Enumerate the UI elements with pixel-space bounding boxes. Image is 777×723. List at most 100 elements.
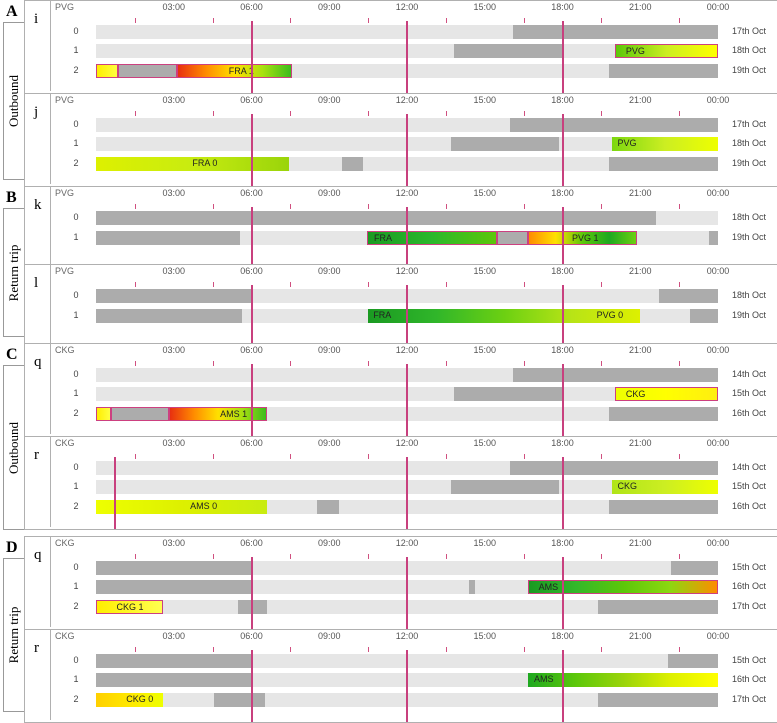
flight-segment[interactable]: PVG — [612, 137, 718, 151]
flight-segment[interactable]: FRA PVG 0 — [367, 309, 641, 323]
half-tick-mark — [523, 554, 525, 559]
half-tick-mark — [212, 647, 214, 652]
unavailable-segment — [609, 407, 718, 421]
row-number: 2 — [73, 65, 79, 75]
unavailable-segment — [597, 600, 718, 614]
flight-segment[interactable]: PVG 1 — [528, 231, 638, 245]
row-date: 17th Oct — [732, 601, 767, 611]
flight-segment[interactable]: CKG 1 — [96, 600, 164, 614]
time-marker-line — [406, 21, 408, 93]
half-tick-mark — [523, 647, 525, 652]
segment-label: PVG — [625, 46, 645, 56]
row-date: 14th Oct — [732, 462, 767, 472]
flight-segment[interactable]: AMS 1 — [169, 407, 268, 421]
unavailable-segment — [671, 561, 718, 575]
time-marker-line — [406, 557, 408, 629]
row-number: 0 — [73, 212, 79, 222]
half-tick-mark — [601, 647, 603, 652]
half-tick-mark — [212, 454, 214, 459]
panel-label: r — [25, 630, 51, 720]
hour-tick-label: 15:00 — [473, 438, 497, 448]
hour-tick-label: 03:00 — [162, 538, 186, 548]
half-tick-mark — [523, 361, 525, 366]
half-tick-mark — [601, 361, 603, 366]
flight-segment[interactable]: FRA 1 — [176, 64, 292, 78]
flight-segment[interactable]: AMS — [528, 580, 718, 594]
timeline-panel: r CKG 03:00 06:00 09:00 12:00 15:00 18:00 21:00 0… — [24, 436, 777, 530]
half-tick-mark — [212, 554, 214, 559]
timeline-chart: PVG 03:00 06:00 09:00 12:00 15:00 18:00 21:00 00… — [51, 187, 777, 279]
hour-tick-label: 21:00 — [628, 95, 652, 105]
half-tick-mark — [601, 111, 603, 116]
unavailable-segment — [509, 118, 718, 132]
segment-label: CKG — [625, 389, 646, 399]
hour-tick-label: 09:00 — [317, 631, 341, 641]
row-date: 18th Oct — [732, 212, 767, 222]
flight-segment[interactable]: FRA — [366, 231, 498, 245]
row-number: 0 — [73, 119, 79, 129]
flight-segment[interactable]: PVG — [614, 44, 718, 58]
time-marker-line — [250, 364, 253, 436]
row-date: 17th Oct — [732, 694, 767, 704]
segment-label: FRA — [373, 310, 392, 320]
flight-segment[interactable]: CKG — [612, 480, 718, 494]
row-date: 15th Oct — [732, 655, 767, 665]
flight-segment[interactable]: AMS — [528, 673, 718, 687]
timeline-chart: CKG 03:00 06:00 09:00 12:00 15:00 18:00 21:00 00… — [51, 344, 777, 436]
half-tick-mark — [601, 282, 603, 287]
time-marker-line — [406, 285, 408, 357]
hour-tick-label: 03:00 — [162, 2, 186, 12]
row-number: 0 — [73, 562, 79, 572]
unavailable-segment — [708, 231, 718, 245]
segment-label: AMS 0 — [190, 501, 218, 511]
segment-label: FRA 0 — [192, 158, 218, 168]
half-tick-mark — [290, 454, 292, 459]
flight-segment[interactable]: CKG 0 — [96, 693, 164, 707]
hour-tick-label: 21:00 — [628, 266, 652, 276]
half-tick-mark — [445, 647, 447, 652]
panel-label-text: q — [34, 547, 42, 563]
unavailable-segment — [690, 309, 718, 323]
row-date: 19th Oct — [732, 158, 767, 168]
segment-label: PVG 1 — [572, 233, 599, 243]
hour-tick-label: 00:00 — [706, 95, 730, 105]
half-tick-mark — [679, 647, 681, 652]
flight-segment[interactable] — [96, 64, 118, 78]
row-date: 19th Oct — [732, 232, 767, 242]
flight-segment[interactable]: FRA 0 — [96, 157, 289, 171]
unavailable-segment — [512, 25, 718, 39]
timeline-chart: CKG 03:00 06:00 09:00 12:00 15:00 18:00 21:00 00… — [51, 630, 777, 722]
half-tick-mark — [290, 204, 292, 209]
section-side-label: Return trip — [3, 208, 25, 337]
hour-tick-label: 21:00 — [628, 438, 652, 448]
flight-segment[interactable] — [96, 407, 111, 421]
row-number: 2 — [73, 601, 79, 611]
timeline-panel: j PVG 03:00 06:00 09:00 12:00 15:00 18:00 21:00 0… — [24, 93, 777, 187]
panel-label: j — [25, 94, 51, 184]
hour-tick-label: 12:00 — [395, 266, 419, 276]
time-marker-line — [561, 650, 564, 722]
hour-tick-label: 06:00 — [240, 188, 263, 198]
hour-tick-label: 21:00 — [628, 631, 652, 641]
timeline-panel: q CKG 03:00 06:00 09:00 12:00 15:00 18:00 21:00 0… — [24, 536, 777, 630]
half-tick-mark — [679, 111, 681, 116]
segment-label: CKG — [617, 481, 638, 491]
hour-tick-label: 12:00 — [395, 438, 419, 448]
half-tick-mark — [212, 18, 214, 23]
half-tick-mark — [134, 454, 136, 459]
unavailable-segment — [96, 309, 243, 323]
flight-segment[interactable]: CKG — [614, 387, 718, 401]
half-tick-mark — [679, 454, 681, 459]
hour-tick-label: 21:00 — [628, 188, 652, 198]
hour-tick-label: 06:00 — [240, 438, 263, 448]
hour-tick-label: 03:00 — [162, 188, 186, 198]
section-letter: A — [6, 3, 18, 20]
hour-tick-label: 06:00 — [240, 2, 263, 12]
unavailable-segment — [316, 500, 339, 514]
timeline-chart: CKG 03:00 06:00 09:00 12:00 15:00 18:00 21:00 00… — [51, 537, 777, 629]
hour-tick-label: 00:00 — [706, 2, 730, 12]
half-tick-mark — [290, 282, 292, 287]
panel-label-text: i — [34, 11, 39, 27]
section-letter: D — [6, 539, 18, 556]
flight-segment[interactable]: AMS 0 — [96, 500, 268, 514]
